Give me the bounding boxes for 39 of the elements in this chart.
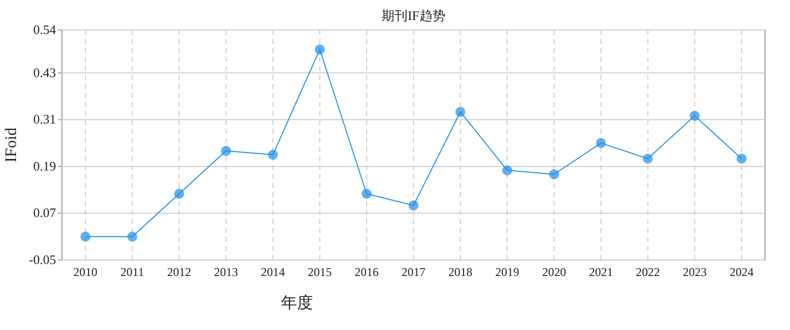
x-tick-label: 2011 bbox=[120, 265, 144, 279]
y-axis-title: IFoid bbox=[3, 128, 20, 162]
point bbox=[549, 169, 560, 180]
x-tick-label: 2016 bbox=[354, 265, 379, 279]
point bbox=[455, 106, 466, 117]
chart-title: 期刊IF趋势 bbox=[382, 8, 446, 23]
point bbox=[642, 154, 653, 164]
point bbox=[690, 110, 700, 121]
x-tick-label: 2017 bbox=[402, 265, 426, 279]
x-tick-label: 2010 bbox=[73, 265, 98, 279]
x-tick-label: 2023 bbox=[682, 265, 707, 279]
y-tick-label: -0.05 bbox=[28, 252, 56, 267]
point bbox=[268, 150, 278, 160]
x-tick-label: 2021 bbox=[588, 265, 613, 279]
x-axis-title: 年度 bbox=[281, 294, 313, 312]
point bbox=[502, 165, 512, 176]
point bbox=[408, 200, 418, 210]
x-tick-label: 2015 bbox=[308, 265, 332, 279]
point bbox=[596, 138, 606, 148]
x-tick-label: 2014 bbox=[260, 265, 285, 279]
point bbox=[221, 146, 232, 156]
x-tick-label: 2012 bbox=[167, 265, 192, 279]
x-tick-label: 2022 bbox=[636, 265, 660, 279]
x-tick-label: 2024 bbox=[730, 265, 754, 279]
point bbox=[174, 188, 184, 199]
point bbox=[362, 188, 372, 199]
point bbox=[314, 44, 325, 54]
y-tick-label: 0.31 bbox=[33, 112, 56, 127]
y-tick-label: 0.19 bbox=[33, 158, 56, 174]
y-tick-label: 0.43 bbox=[33, 64, 56, 80]
point bbox=[80, 232, 90, 242]
x-tick-label: 2013 bbox=[214, 265, 238, 279]
point bbox=[127, 232, 138, 242]
x-tick-label: 2020 bbox=[542, 265, 566, 279]
point bbox=[736, 154, 747, 164]
y-tick-label: 0.54 bbox=[33, 22, 56, 37]
y-tick-label: 0.07 bbox=[33, 205, 56, 220]
x-tick-label: 2018 bbox=[448, 265, 472, 279]
x-tick-label: 2019 bbox=[495, 265, 520, 279]
